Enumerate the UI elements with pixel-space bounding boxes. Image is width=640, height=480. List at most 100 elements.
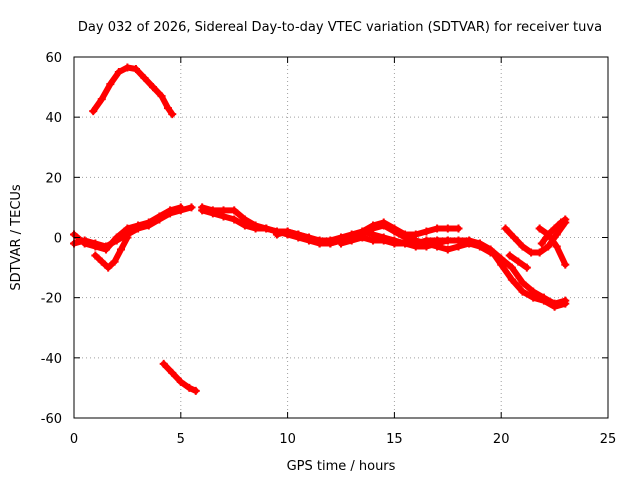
data-point [91,251,100,260]
grid [74,57,608,418]
data-point [550,299,559,308]
data-point [497,254,506,263]
data-point [537,239,546,248]
data-point [535,248,544,257]
data-point [230,215,239,224]
data-point [102,245,111,254]
x-tick-label: 25 [600,432,617,447]
data-point [544,230,553,239]
data-point [347,236,356,245]
data-point [176,377,185,386]
data-point [539,293,548,302]
chart-title: Day 032 of 2026, Sidereal Day-to-day VTE… [78,20,602,35]
data-point [369,236,378,245]
data-point [283,227,292,236]
data-point [529,287,538,296]
data-point [163,104,172,113]
data-point [507,263,516,272]
data-point [159,359,168,368]
data-point [454,224,463,233]
series-line [160,360,199,394]
data-point [251,221,260,230]
data-point [110,257,119,266]
data-point [443,236,452,245]
series-tail-b [505,251,531,272]
data-point [465,239,474,248]
data-point [134,221,143,230]
series-arc-upper [89,63,177,119]
data-point [401,239,410,248]
data-point [411,242,420,251]
data-point [522,263,531,272]
data-point [114,68,123,77]
series-arc-lower [159,359,200,395]
data-point [369,221,378,230]
data-point [518,287,527,296]
x-tick-label: 0 [70,432,78,447]
axis-ticks: 0 5 10 15 20 25 -60 -40 -20 0 20 40 60 [41,51,617,447]
data-point [294,230,303,239]
y-tick-label: -60 [41,412,62,427]
data-point [123,224,132,233]
data-point [550,224,559,233]
data-point [144,218,153,227]
data-point [527,248,536,257]
series-line [90,64,176,118]
data-point [89,107,98,116]
y-tick-label: -40 [41,352,62,367]
data-point [272,230,281,239]
data-point [149,83,158,92]
data-point [507,275,516,284]
data-point [304,233,313,242]
data-point [475,242,484,251]
series-tail-d [535,224,570,269]
data-point [401,230,410,239]
x-tick-label: 5 [177,432,185,447]
data-point [168,368,177,377]
data-point [390,239,399,248]
data-point [262,224,271,233]
data-point [166,206,175,215]
data-point [486,248,495,257]
data-point [176,203,185,212]
x-axis-label: GPS time / hours [287,459,396,474]
data-point [411,230,420,239]
data-point [518,242,527,251]
series-start-b [70,203,185,254]
data-point [208,206,217,215]
x-tick-label: 10 [279,432,296,447]
data-point [518,278,527,287]
data-point [379,236,388,245]
data-point [422,242,431,251]
data-point [561,215,570,224]
data-point [358,233,367,242]
y-tick-label: 40 [45,111,62,126]
data-point [443,224,452,233]
y-axis-label: SDTVAR / TECUs [9,184,24,291]
x-tick-label: 20 [493,432,510,447]
data-point [379,218,388,227]
data-point [514,257,523,266]
data-point [510,233,519,242]
data-point [116,245,125,254]
data-point [97,95,106,104]
y-tick-label: 0 [54,232,62,247]
data-point [544,242,553,251]
data-point [561,260,570,269]
y-tick-label: 60 [45,51,62,66]
data-point [155,212,164,221]
data-point [443,245,452,254]
series-line [502,219,569,256]
y-tick-label: -20 [41,292,62,307]
data-point [91,242,100,251]
data-point [140,74,149,83]
data-point [112,233,121,242]
data-point [454,236,463,245]
data-point [337,239,345,248]
data-point [104,263,113,272]
data-point [131,65,140,74]
data-point [535,224,544,233]
data-point [187,203,196,212]
data-point [106,80,115,89]
